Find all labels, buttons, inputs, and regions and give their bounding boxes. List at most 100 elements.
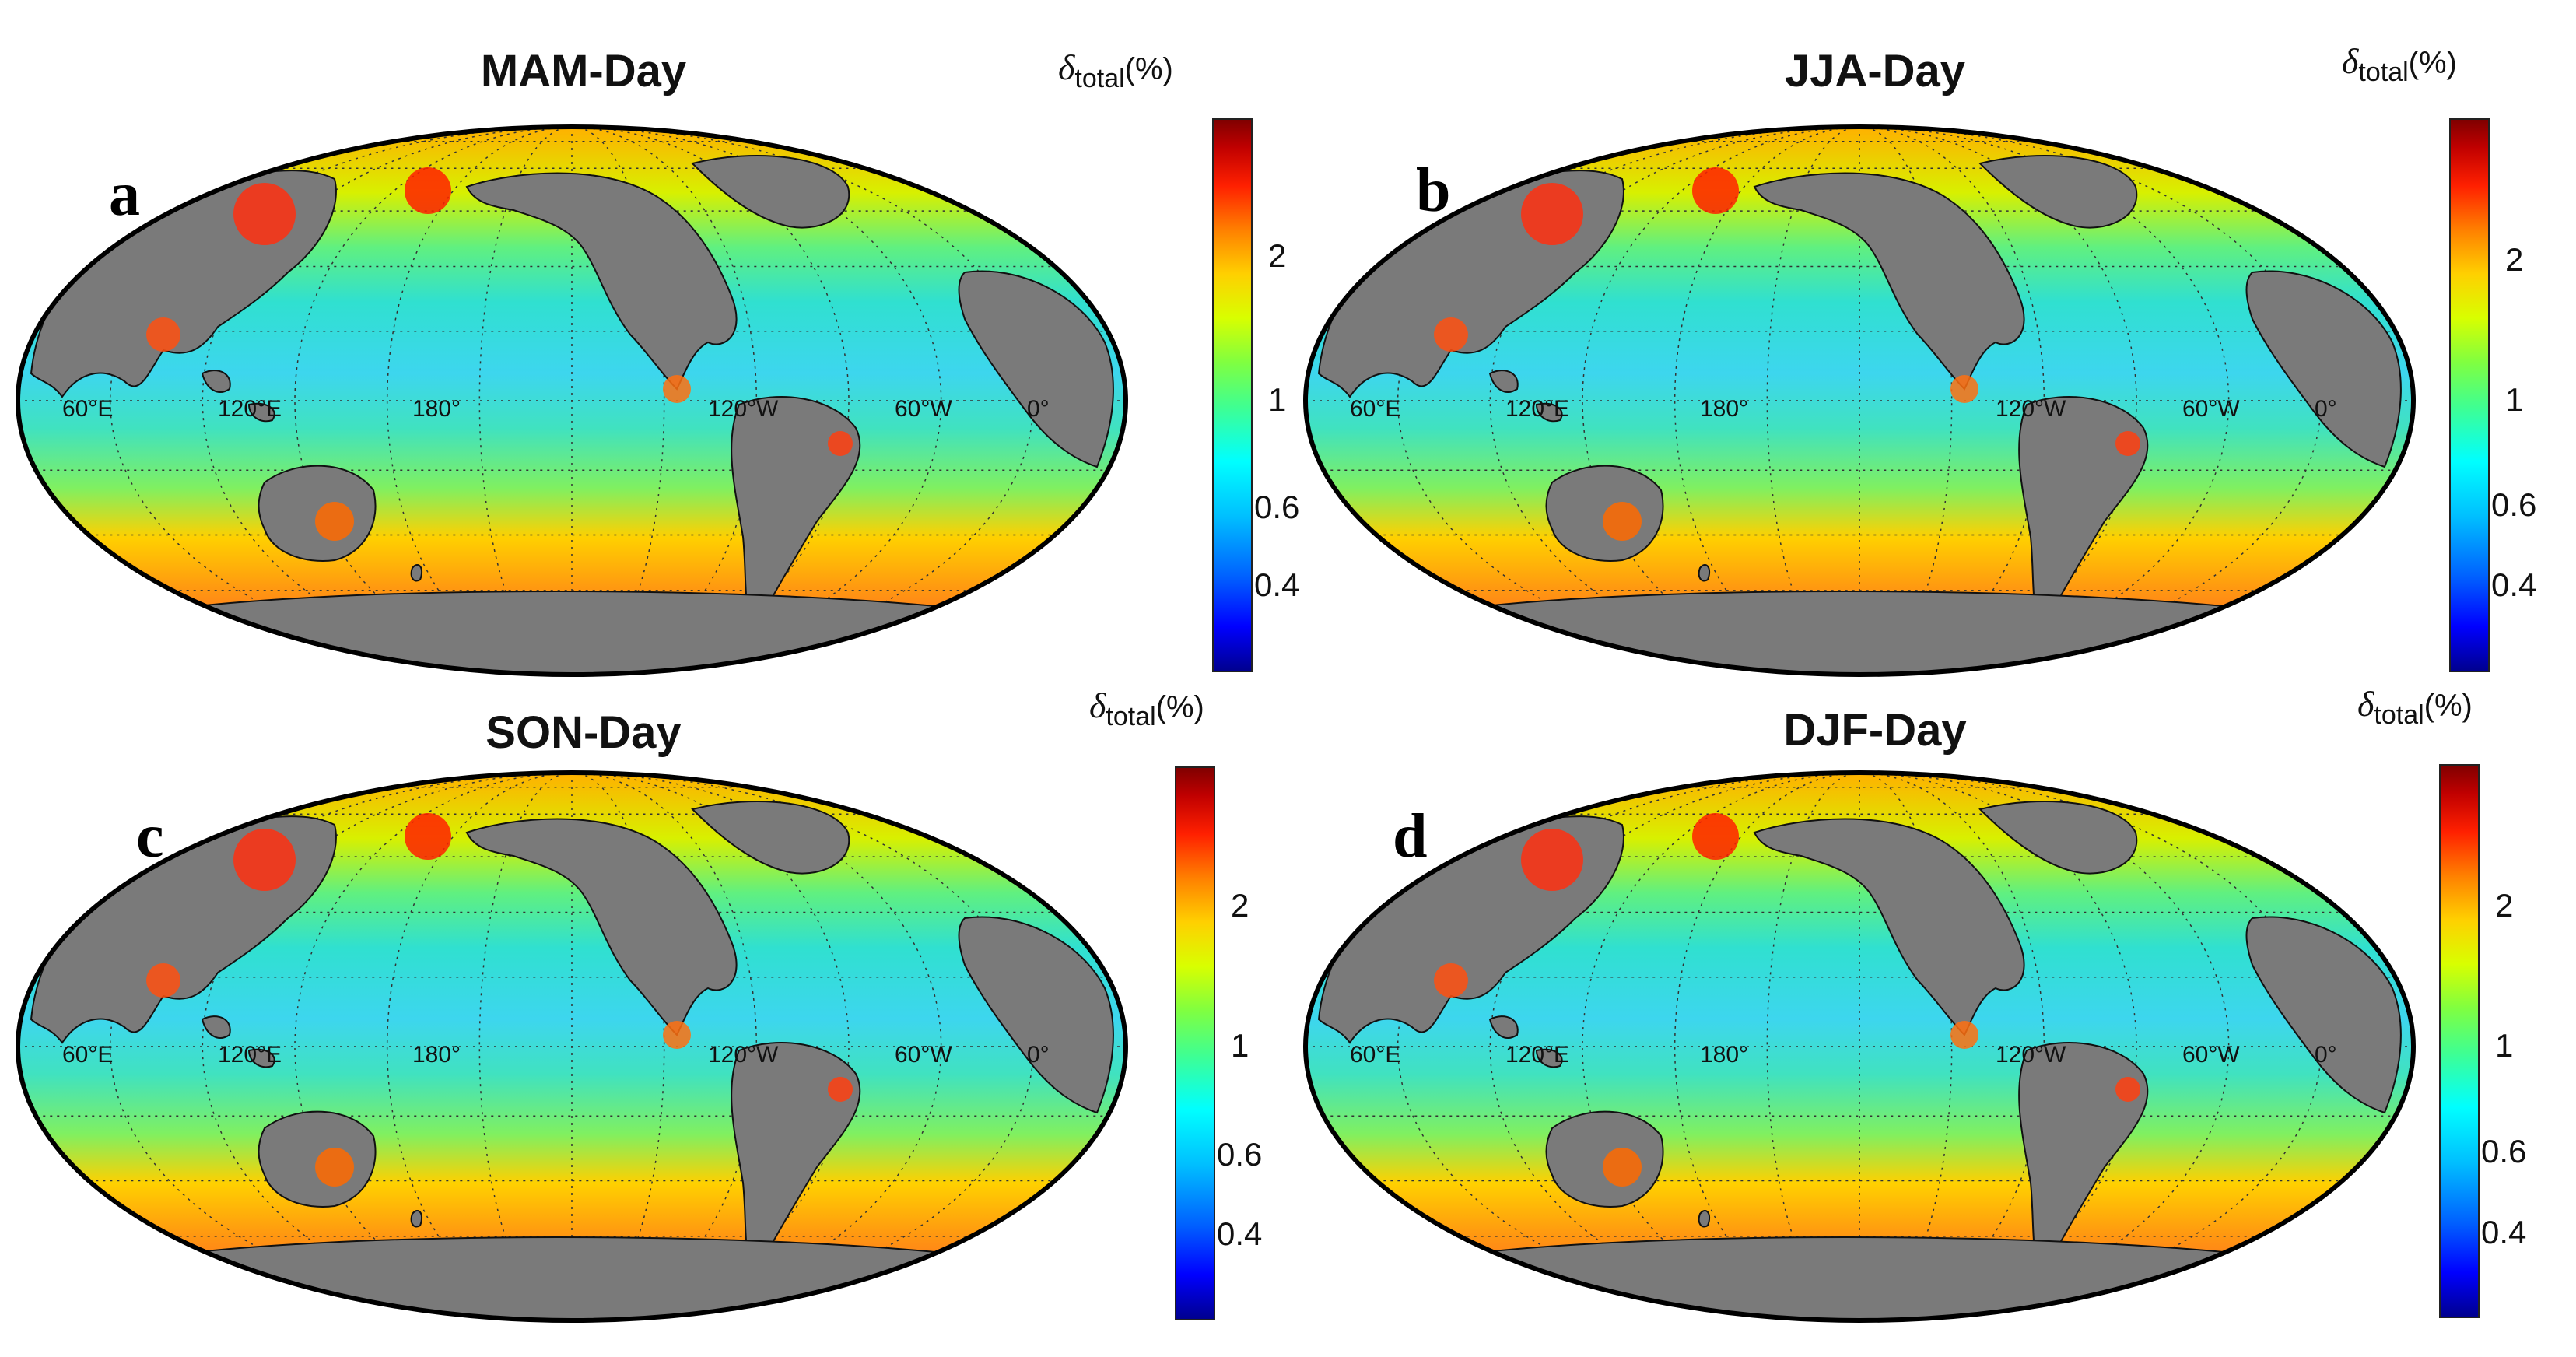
world-map: 60°E 120°E 180° 120°W 60°W 0° <box>1303 124 2416 677</box>
land-mass <box>247 402 275 423</box>
land-mass <box>1418 1236 2301 1320</box>
longitude-label: 60°W <box>895 1042 952 1068</box>
colorbar <box>2449 118 2490 672</box>
hotspot <box>1950 375 1978 403</box>
longitude-label: 60°W <box>895 396 952 422</box>
land-mass <box>1753 172 2025 391</box>
colorbar-tick: 1 <box>2505 381 2524 418</box>
panel-title: DJF-Day <box>1783 705 1967 756</box>
hotspot <box>1521 183 1583 245</box>
hotspot <box>2115 431 2140 456</box>
land-mass <box>691 801 850 875</box>
land-mass <box>731 396 861 632</box>
land-mass <box>410 1210 423 1228</box>
longitude-label: 180° <box>412 396 461 422</box>
hotspot <box>663 1021 691 1049</box>
longitude-line <box>1397 773 1860 1320</box>
land-mass <box>731 1042 861 1278</box>
colorbar <box>1175 766 1215 1320</box>
colorbar-tick: 0.6 <box>2481 1133 2527 1169</box>
longitude-label: 60°W <box>2182 1042 2240 1068</box>
colorbar-tick: 1 <box>1231 1027 1249 1064</box>
hotspot <box>146 317 180 352</box>
longitude-label: 120°E <box>218 1042 282 1068</box>
panel-letter: b <box>1416 156 1451 225</box>
longitude-label: 60°E <box>62 396 113 422</box>
longitude-label: 120°E <box>1505 1042 1569 1068</box>
colorbar-tick: 0.4 <box>1254 566 1300 603</box>
map-outline <box>16 770 1128 1323</box>
hotspot <box>233 829 296 891</box>
land-mass <box>1418 591 2301 675</box>
longitude-label: 180° <box>1700 1042 1748 1068</box>
colorbar-tick: 2 <box>1231 887 1249 924</box>
land-mass <box>465 172 738 391</box>
longitude-label: 60°E <box>62 1042 113 1068</box>
panel-letter: a <box>109 160 140 229</box>
colorbar-tick: 2 <box>2505 241 2524 278</box>
longitude-label: 120°W <box>708 1042 779 1068</box>
colorbar-tick: 0.4 <box>2491 566 2537 603</box>
colorbar-tick: 2 <box>2495 887 2514 924</box>
land-mass <box>130 591 1014 675</box>
longitude-line <box>109 127 573 675</box>
hotspot <box>1950 1021 1978 1049</box>
land-mass <box>201 1015 231 1039</box>
panel-title: JJA-Day <box>1784 46 1966 96</box>
hotspot <box>315 1148 354 1187</box>
longitude-label: 0° <box>2315 396 2337 422</box>
hotspot <box>1692 167 1739 214</box>
hotspot <box>663 375 691 403</box>
colorbar-label: δtotal(%) <box>2357 684 2473 731</box>
map-outline <box>1303 770 2416 1323</box>
land-mass <box>958 270 1114 468</box>
land-mass <box>1698 564 1711 582</box>
land-mass <box>1535 1048 1563 1068</box>
colorbar-tick: 0.6 <box>1254 489 1300 525</box>
land-mass <box>958 916 1114 1114</box>
world-map: 60°E 120°E 180° 120°W 60°W 0° <box>16 124 1128 677</box>
panel-letter: d <box>1393 802 1428 871</box>
land-mass <box>2018 1042 2149 1278</box>
colorbar-tick: 0.4 <box>2481 1214 2527 1250</box>
land-mass <box>1978 155 2138 229</box>
map-outline <box>16 124 1128 677</box>
map-outline <box>1303 124 2416 677</box>
panel-title: MAM-Day <box>480 46 687 96</box>
hotspot <box>828 1077 853 1102</box>
longitude-label: 0° <box>2315 1042 2337 1068</box>
colorbar-tick: 2 <box>1268 237 1287 274</box>
hotspot <box>1603 502 1642 541</box>
hotspot <box>233 183 296 245</box>
land-mass <box>691 155 850 229</box>
colorbar-tick: 1 <box>1268 381 1287 418</box>
land-mass <box>1488 1015 1519 1039</box>
hotspot <box>315 502 354 541</box>
hotspot <box>1692 813 1739 860</box>
world-map: 60°E 120°E 180° 120°W 60°W 0° <box>1303 770 2416 1323</box>
land-mass <box>1978 801 2138 875</box>
land-mass <box>1753 818 2025 1036</box>
colorbar-tick: 0.6 <box>2491 486 2537 523</box>
colorbar-label: δtotal(%) <box>1089 686 1204 732</box>
longitude-label: 180° <box>1700 396 1748 422</box>
longitude-label: 180° <box>412 1042 461 1068</box>
longitude-label: 0° <box>1027 1042 1050 1068</box>
longitude-label: 0° <box>1027 396 1050 422</box>
land-mass <box>2245 270 2402 468</box>
hotspot <box>405 813 451 860</box>
longitude-line <box>1397 127 1860 675</box>
panel-title: SON-Day <box>485 707 682 758</box>
hotspot <box>2115 1077 2140 1102</box>
land-mass <box>130 1236 1014 1320</box>
land-mass <box>410 564 423 582</box>
land-mass <box>1535 402 1563 423</box>
hotspot <box>405 167 451 214</box>
colorbar-tick: 1 <box>2495 1027 2514 1064</box>
hotspot <box>1434 317 1468 352</box>
land-mass <box>247 1048 275 1068</box>
colorbar-tick: 0.4 <box>1217 1215 1263 1252</box>
hotspot <box>1521 829 1583 891</box>
longitude-label: 60°W <box>2182 396 2240 422</box>
hotspot <box>146 963 180 998</box>
